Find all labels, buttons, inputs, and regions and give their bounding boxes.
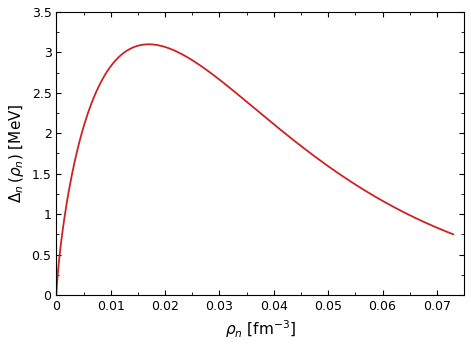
- X-axis label: $\rho_n$ [fm$^{-3}$]: $\rho_n$ [fm$^{-3}$]: [225, 318, 296, 340]
- Y-axis label: $\Delta_n\,(\rho_n)$ [MeV]: $\Delta_n\,(\rho_n)$ [MeV]: [7, 104, 26, 203]
